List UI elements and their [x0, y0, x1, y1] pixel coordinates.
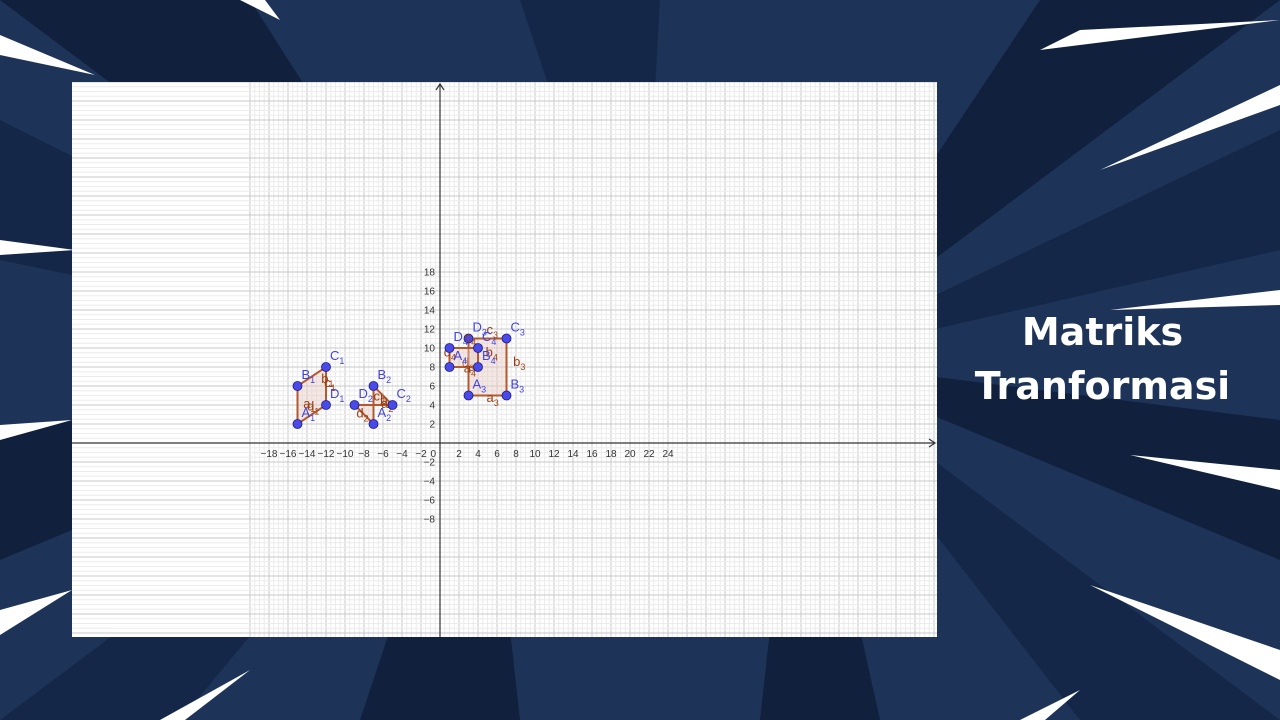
vertex-label: D1	[330, 386, 344, 404]
y-tick-label: −6	[424, 496, 436, 507]
y-tick-label: −8	[424, 515, 436, 526]
vertex-label: C2	[397, 386, 411, 404]
slide-title: Matriks Tranformasi	[960, 305, 1245, 413]
vertex-point[interactable]	[463, 333, 474, 344]
vertex-point[interactable]	[444, 343, 455, 353]
vertex-point[interactable]	[501, 333, 512, 344]
x-tick-label: −4	[396, 449, 408, 460]
vertex-point[interactable]	[387, 400, 398, 410]
x-tick-label: −10	[337, 449, 354, 460]
x-tick-label: 22	[643, 449, 655, 460]
x-tick-label: −14	[299, 449, 316, 460]
vertex-point[interactable]	[349, 400, 360, 410]
x-tick-label: 10	[529, 449, 541, 460]
vertex-point[interactable]	[473, 362, 483, 372]
y-tick-label: 14	[424, 306, 436, 317]
x-tick-label: −6	[377, 449, 389, 460]
side-label: c4	[465, 329, 477, 347]
vertex-point[interactable]	[321, 400, 331, 410]
side-label: c1	[324, 375, 336, 393]
coordinate-plane-panel: −18 −16 −14 −12 −10 −8 −6 −4 −2 0 2 4 6 8 10 12 14 16 18 20…	[72, 82, 937, 637]
y-tick-label: 12	[424, 325, 436, 336]
side-label: b3	[513, 354, 525, 372]
x-tick-label: 8	[513, 449, 519, 460]
x-tick-label: −2	[415, 449, 427, 460]
x-tick-label: 18	[605, 449, 617, 460]
side-label: c2	[374, 388, 386, 406]
vertex-label: B2	[378, 367, 392, 385]
vertex-point[interactable]	[321, 362, 331, 372]
y-tick-label: 4	[429, 401, 435, 412]
x-tick-label: 16	[586, 449, 598, 460]
vertex-point[interactable]	[368, 419, 379, 429]
x-tick-label: 20	[624, 449, 636, 460]
x-tick-label: −12	[318, 449, 335, 460]
vertex-point[interactable]	[292, 381, 303, 391]
y-tick-label: 2	[429, 420, 435, 431]
x-tick-label: 24	[662, 449, 674, 460]
y-tick-label: 10	[424, 344, 436, 355]
axes	[72, 82, 937, 637]
vertex-point[interactable]	[473, 343, 483, 353]
x-tick-label: −8	[358, 449, 370, 460]
y-tick-label: 18	[424, 268, 436, 279]
shape-4: a4b4c4d4A4B4C4D4	[444, 329, 498, 379]
x-tick-label: 12	[548, 449, 560, 460]
y-axis-arrow-icon	[435, 82, 445, 91]
side-label: c3	[487, 322, 499, 340]
y-tick-label: 16	[424, 287, 436, 298]
x-tick-label: −16	[280, 449, 297, 460]
y-tick-label: −2	[424, 458, 436, 469]
vertex-point[interactable]	[501, 390, 512, 401]
x-tick-label: 4	[475, 449, 481, 460]
title-line-2: Tranformasi	[974, 364, 1231, 408]
y-tick-label: −4	[424, 477, 436, 488]
coordinate-plane: −18 −16 −14 −12 −10 −8 −6 −4 −2 0 2 4 6 8 10 12 14 16 18 20…	[72, 82, 937, 637]
vertex-point[interactable]	[444, 362, 455, 372]
title-line-1: Matriks	[1021, 310, 1184, 354]
x-tick-label: −18	[261, 449, 278, 460]
vertex-label: C3	[511, 320, 525, 338]
vertex-point[interactable]	[463, 390, 474, 401]
x-tick-label: 14	[567, 449, 579, 460]
x-tick-label: 2	[456, 449, 462, 460]
y-tick-label: 8	[429, 363, 435, 374]
x-tick-label: 0	[430, 449, 436, 460]
y-tick-label: 6	[429, 382, 435, 393]
vertex-label: B3	[511, 377, 525, 395]
vertex-point[interactable]	[368, 381, 379, 391]
vertex-label: C1	[330, 348, 344, 366]
grid	[72, 82, 937, 637]
x-tick-label: 6	[494, 449, 500, 460]
x-axis-arrow-icon	[928, 438, 937, 448]
vertex-point[interactable]	[292, 419, 303, 429]
